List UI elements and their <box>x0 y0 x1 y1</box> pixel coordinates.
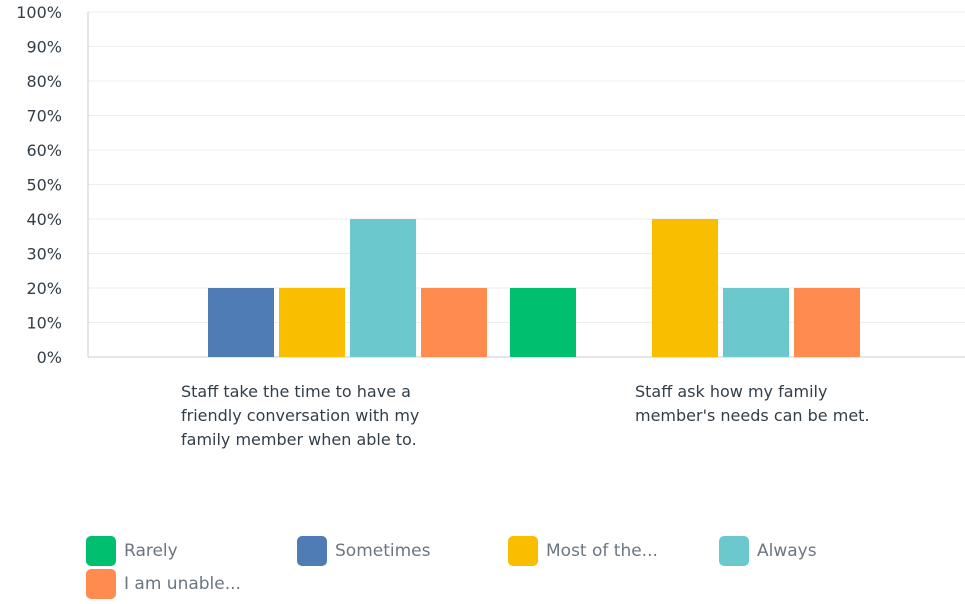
y-tick-label: 50% <box>26 176 62 195</box>
legend-label: Rarely <box>124 541 178 561</box>
legend-label: I am unable... <box>124 574 241 594</box>
legend-swatch <box>297 536 327 566</box>
y-tick-label: 60% <box>26 141 62 160</box>
legend-item: Most of the... <box>508 536 658 566</box>
y-axis-ticks: 0% 10% 20% 30% 40% 50% 60% 70% 80% 90% 100% <box>16 3 62 367</box>
y-tick-label: 90% <box>26 38 62 57</box>
y-tick-label: 100% <box>16 3 62 22</box>
legend-label: Sometimes <box>335 541 431 561</box>
y-tick-label: 0% <box>37 348 62 367</box>
bar <box>723 288 789 357</box>
y-tick-label: 70% <box>26 107 62 126</box>
x-category-label: Staff ask how my family member's needs ca… <box>635 380 870 428</box>
bars <box>208 219 860 357</box>
bar <box>208 288 274 357</box>
y-tick-label: 30% <box>26 245 62 264</box>
x-category-label-line: Staff ask how my family <box>635 382 828 401</box>
x-category-label-line: Staff take the time to have a <box>181 382 411 401</box>
bar <box>421 288 487 357</box>
legend-swatch <box>86 536 116 566</box>
y-tick-label: 20% <box>26 279 62 298</box>
legend-label: Most of the... <box>546 541 658 561</box>
legend-item: Always <box>719 536 817 566</box>
bar <box>350 219 416 357</box>
x-category-label-line: family member when able to. <box>181 430 417 449</box>
legend-label: Always <box>757 541 817 561</box>
y-tick-label: 80% <box>26 72 62 91</box>
bar <box>279 288 345 357</box>
legend-item: Sometimes <box>297 536 430 566</box>
bar <box>794 288 860 357</box>
legend-swatch <box>86 569 116 599</box>
x-category-label-line: member's needs can be met. <box>635 406 870 425</box>
y-tick-label: 10% <box>26 314 62 333</box>
x-category-label-line: friendly conversation with my <box>181 406 420 425</box>
bar <box>652 219 718 357</box>
x-category-label: Staff take the time to have a friendly co… <box>181 380 419 452</box>
y-tick-label: 40% <box>26 210 62 229</box>
bar <box>510 288 576 357</box>
legend-swatch <box>508 536 538 566</box>
legend-item: Rarely <box>86 536 178 566</box>
legend-item: I am unable... <box>86 569 241 599</box>
legend-swatch <box>719 536 749 566</box>
